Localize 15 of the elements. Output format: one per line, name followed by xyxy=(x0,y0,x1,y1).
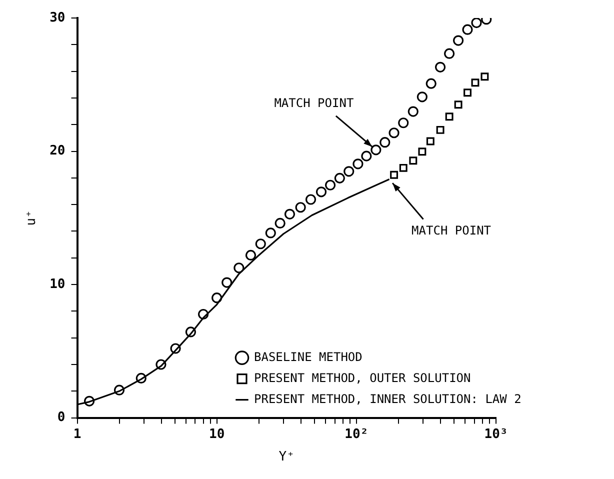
y-axis-title: u⁺ xyxy=(24,210,40,226)
annotation: MATCH POINT xyxy=(274,96,354,110)
legend-label: BASELINE METHOD xyxy=(254,350,362,364)
y-tick-label: 30 xyxy=(50,10,66,26)
x-tick-label: 1 xyxy=(73,426,82,442)
x-axis-title: Y⁺ xyxy=(278,450,294,465)
legend-label: PRESENT METHOD, OUTER SOLUTION xyxy=(254,370,471,385)
y-tick-label: 20 xyxy=(50,144,66,159)
legend-label: PRESENT METHOD, INNER SOLUTION: LAW 2 xyxy=(254,392,522,406)
x-tick-label: 10 xyxy=(209,426,225,442)
x-tick-label: 10² xyxy=(344,426,368,442)
y-tick-label: 0 xyxy=(57,410,66,426)
y-tick-label: 10 xyxy=(50,276,66,292)
annotation: MATCH POINT xyxy=(412,223,492,238)
x-tick-label: 10³ xyxy=(484,426,508,442)
